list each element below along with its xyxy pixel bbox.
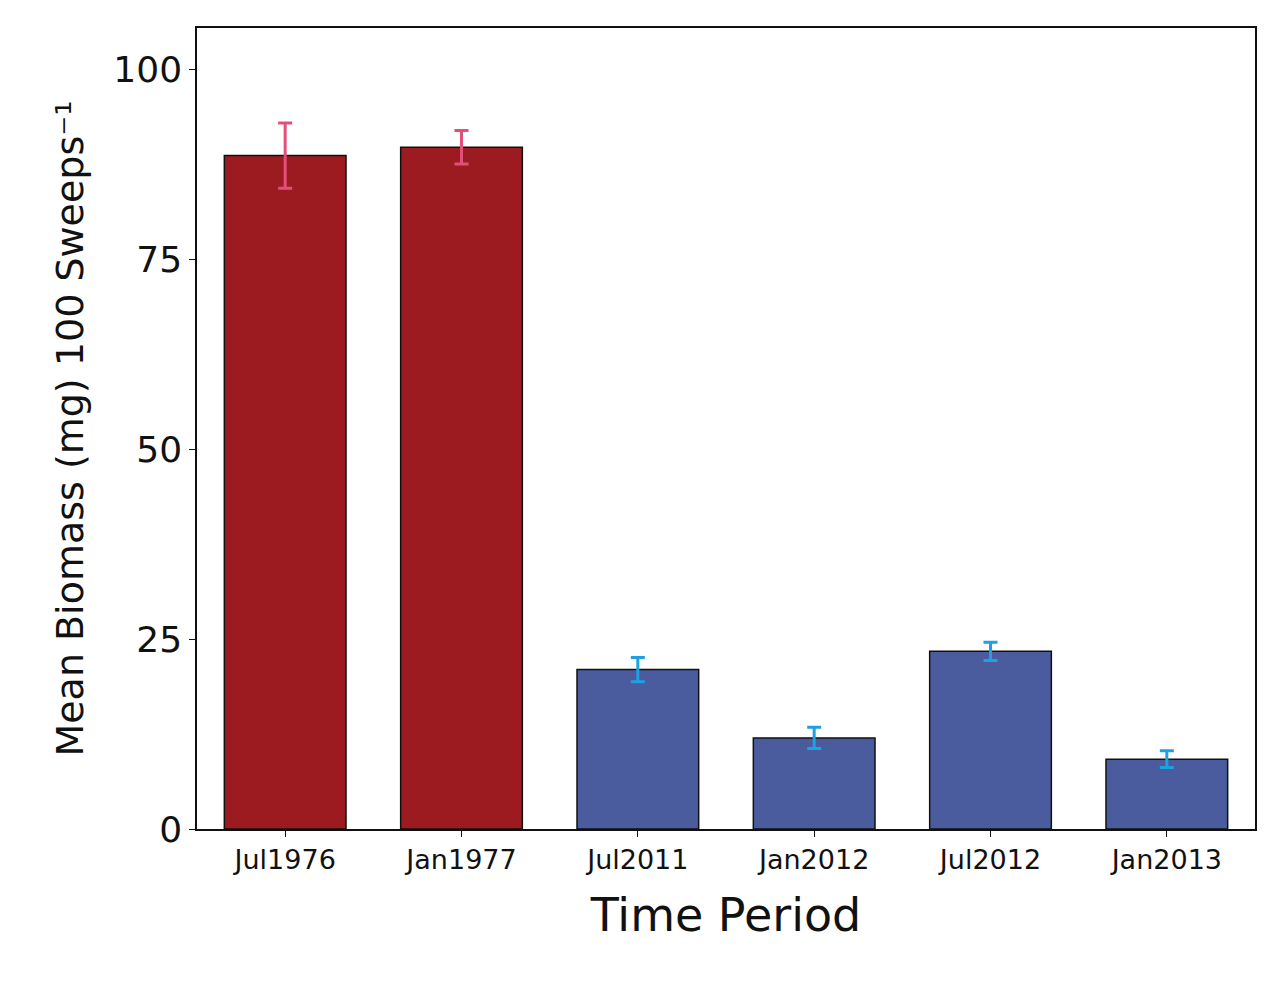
svg-text:100: 100 [113, 49, 182, 90]
svg-text:Jul2011: Jul2011 [585, 844, 688, 875]
svg-text:75: 75 [136, 239, 182, 280]
svg-text:Time Period: Time Period [590, 888, 862, 942]
svg-text:Jan2012: Jan2012 [757, 844, 869, 875]
svg-text:25: 25 [136, 619, 182, 660]
svg-text:Jan2013: Jan2013 [1110, 844, 1222, 875]
svg-text:0: 0 [159, 809, 182, 850]
svg-text:50: 50 [136, 429, 182, 470]
svg-text:Jul1976: Jul1976 [233, 844, 336, 875]
svg-text:Mean Biomass (mg) 100 Sweeps⁻¹: Mean Biomass (mg) 100 Sweeps⁻¹ [48, 100, 92, 756]
svg-text:Jan1977: Jan1977 [404, 844, 516, 875]
svg-text:Jul2012: Jul2012 [938, 844, 1041, 875]
